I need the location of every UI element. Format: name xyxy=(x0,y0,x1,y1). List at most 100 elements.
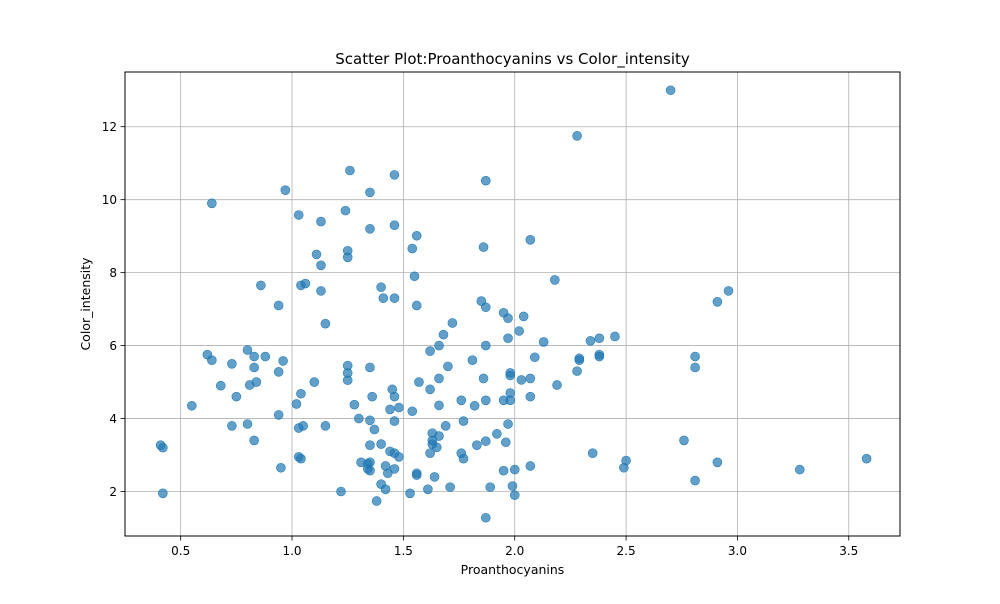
x-axis-ticks: 0.5 1.0 1.5 2.0 2.5 3.0 3.5 xyxy=(171,536,858,558)
y-axis-ticks: 2 4 6 8 10 12 xyxy=(102,120,125,499)
data-point xyxy=(242,345,253,355)
data-point xyxy=(434,400,444,411)
data-point xyxy=(525,373,536,384)
data-point xyxy=(507,481,518,491)
data-point xyxy=(525,461,536,471)
plot-area xyxy=(125,72,900,536)
data-point xyxy=(249,351,259,362)
data-point xyxy=(365,465,375,476)
y-tick-label: 10 xyxy=(102,193,117,207)
y-tick-label: 12 xyxy=(102,120,117,134)
data-point xyxy=(572,366,582,376)
data-point xyxy=(434,373,444,384)
data-point xyxy=(434,431,444,441)
data-point xyxy=(207,198,217,209)
data-point xyxy=(251,377,262,387)
x-tick-label: 2.5 xyxy=(617,544,636,558)
data-point xyxy=(621,455,631,466)
data-point xyxy=(389,293,400,303)
data-point xyxy=(365,362,375,373)
data-point xyxy=(434,340,444,351)
data-point xyxy=(456,395,467,406)
data-point xyxy=(280,185,291,195)
data-point xyxy=(594,333,605,344)
data-point xyxy=(227,359,237,369)
data-point xyxy=(227,421,237,431)
data-point xyxy=(425,346,435,356)
data-point xyxy=(296,453,306,464)
data-point xyxy=(425,384,435,395)
data-point xyxy=(425,448,435,458)
data-point xyxy=(158,488,168,499)
data-point xyxy=(458,453,469,464)
data-point xyxy=(794,464,805,475)
data-point xyxy=(478,242,489,252)
data-point xyxy=(309,377,320,387)
data-point xyxy=(480,302,491,313)
x-tick-label: 1.0 xyxy=(282,544,301,558)
data-point xyxy=(467,355,478,365)
data-point xyxy=(679,435,689,446)
data-point xyxy=(861,453,872,464)
data-point xyxy=(273,367,284,377)
data-point xyxy=(278,356,288,366)
data-point xyxy=(291,399,302,409)
data-point xyxy=(365,457,375,468)
data-point xyxy=(242,419,253,429)
data-point xyxy=(690,362,700,373)
data-point xyxy=(207,355,217,365)
data-point xyxy=(260,351,271,362)
data-point xyxy=(382,468,393,479)
data-point xyxy=(158,442,168,453)
data-point xyxy=(316,260,326,271)
data-point xyxy=(320,318,331,329)
data-point xyxy=(215,380,226,391)
data-point xyxy=(273,410,284,420)
x-tick-label: 2.0 xyxy=(505,544,524,558)
x-axis-label: Proanthocyanins xyxy=(461,562,565,577)
data-point xyxy=(723,286,734,296)
data-point xyxy=(503,333,513,344)
data-point xyxy=(585,336,596,346)
data-point xyxy=(340,205,351,216)
data-point xyxy=(389,416,400,426)
data-point xyxy=(429,472,440,482)
data-point xyxy=(385,404,395,415)
data-point xyxy=(293,210,304,220)
data-point xyxy=(316,216,326,227)
data-point xyxy=(498,465,509,476)
data-point xyxy=(394,402,404,413)
data-point xyxy=(376,439,386,449)
data-point xyxy=(411,470,422,480)
data-point xyxy=(480,395,491,406)
data-point xyxy=(509,490,520,500)
data-point xyxy=(503,419,513,429)
data-point xyxy=(349,399,360,410)
data-point xyxy=(354,413,364,424)
data-point xyxy=(505,370,516,381)
data-point xyxy=(525,391,536,402)
data-point xyxy=(447,318,458,328)
data-point xyxy=(480,175,491,186)
data-point xyxy=(492,429,502,439)
data-point xyxy=(389,464,400,474)
x-tick-label: 0.5 xyxy=(171,544,190,558)
data-point xyxy=(249,362,259,373)
data-point xyxy=(690,351,700,362)
data-point xyxy=(298,421,308,431)
data-point xyxy=(407,406,418,417)
data-point xyxy=(411,300,422,311)
data-point xyxy=(594,351,605,362)
data-point xyxy=(256,280,266,291)
data-point xyxy=(187,400,197,411)
data-point xyxy=(514,326,524,336)
y-axis-label: Color_intensity xyxy=(78,257,93,351)
data-point xyxy=(509,464,520,475)
data-point xyxy=(574,355,585,365)
data-point xyxy=(342,375,353,386)
y-tick-label: 4 xyxy=(109,412,117,426)
data-point xyxy=(538,337,549,347)
data-point xyxy=(469,400,480,411)
